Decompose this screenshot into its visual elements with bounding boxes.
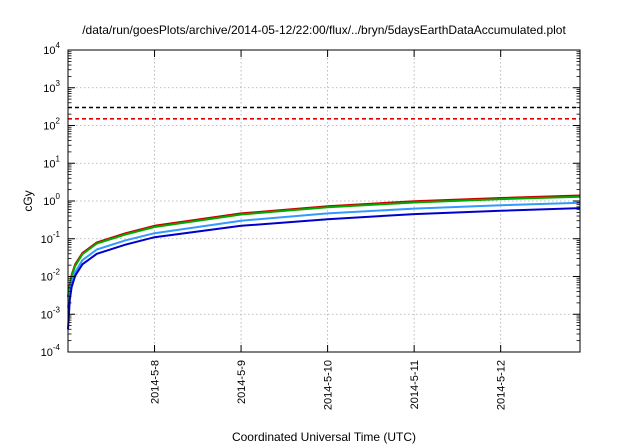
y-tick-label: 101 bbox=[43, 154, 60, 170]
y-tick-label: 10-3 bbox=[41, 305, 61, 321]
y-tick-label: 104 bbox=[43, 41, 60, 57]
series-line bbox=[67, 201, 581, 308]
x-tick-label: 2014-5-8 bbox=[150, 360, 162, 404]
series-line bbox=[67, 195, 581, 298]
y-tick-label: 10-4 bbox=[41, 343, 61, 359]
y-tick-label-base: 10 bbox=[43, 121, 55, 133]
y-tick-label-base: 10 bbox=[43, 45, 55, 57]
y-tick-label-base: 10 bbox=[43, 196, 55, 208]
y-tick-label-base: 10 bbox=[43, 83, 55, 95]
y-tick-label: 10-2 bbox=[41, 268, 61, 284]
series-lines bbox=[67, 194, 581, 330]
y-tick-label-exponent: -4 bbox=[53, 343, 61, 352]
y-tick-label-exponent: 0 bbox=[56, 192, 61, 201]
x-tick-label: 2014-5-11 bbox=[409, 360, 421, 409]
chart-title: /data/run/goesPlots/archive/2014-05-12/2… bbox=[82, 23, 566, 37]
y-tick-label-base: 10 bbox=[41, 309, 53, 321]
y-tick-label-exponent: -2 bbox=[53, 268, 61, 277]
y-tick-label-exponent: 3 bbox=[56, 79, 61, 88]
y-tick-label-base: 10 bbox=[43, 158, 55, 170]
x-axis-label: Coordinated Universal Time (UTC) bbox=[232, 430, 416, 444]
x-tick-label: 2014-5-10 bbox=[323, 360, 335, 410]
y-tick-label-base: 10 bbox=[41, 272, 53, 284]
x-tick-label: 2014-5-9 bbox=[236, 360, 248, 404]
x-tick-labels: 2014-5-8 2014-5-9 2014-5-10 2014-5-11 2014-5… bbox=[150, 360, 508, 410]
axis-ticks bbox=[68, 49, 580, 353]
y-tick-label: 10-1 bbox=[41, 230, 61, 246]
y-tick-label: 103 bbox=[43, 79, 60, 95]
y-tick-label-exponent: -1 bbox=[53, 230, 61, 239]
y-tick-label-base: 10 bbox=[41, 234, 53, 246]
grid bbox=[68, 50, 580, 352]
x-tick-label: 2014-5-12 bbox=[496, 360, 508, 410]
y-tick-label-exponent: 2 bbox=[56, 117, 61, 126]
y-axis-label: cGy bbox=[21, 190, 35, 211]
y-tick-label-exponent: -3 bbox=[53, 305, 61, 314]
y-tick-label-exponent: 1 bbox=[56, 154, 61, 163]
y-tick-label: 100 bbox=[43, 192, 60, 208]
threshold-lines bbox=[68, 106, 580, 120]
y-tick-label-base: 10 bbox=[41, 347, 53, 359]
series-line bbox=[67, 207, 581, 330]
y-tick-label-exponent: 4 bbox=[56, 41, 61, 50]
y-tick-label: 102 bbox=[43, 117, 60, 133]
